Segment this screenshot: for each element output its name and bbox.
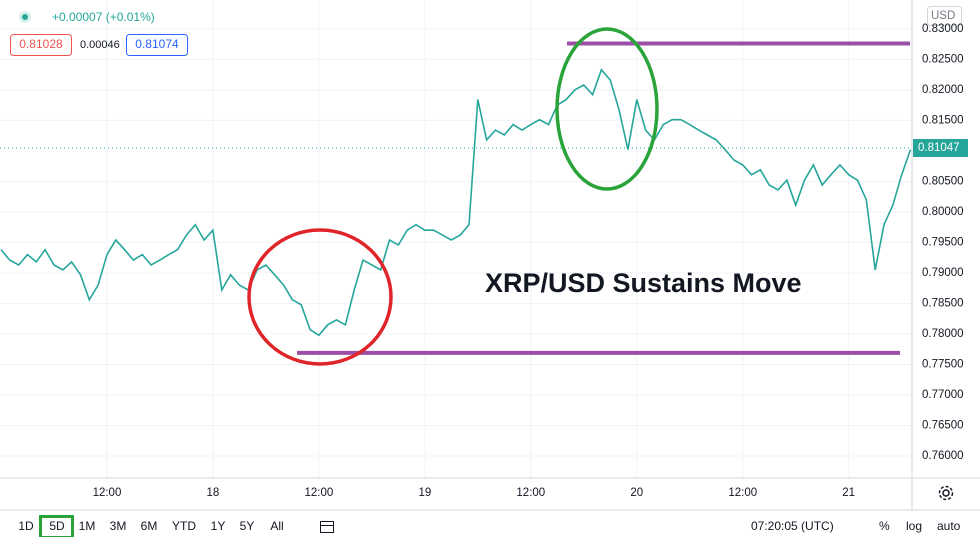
calendar-icon[interactable] [320,521,334,533]
currency-box[interactable] [927,6,962,26]
x-tick-label: 20 [630,487,643,499]
x-tick-label: 12:00 [728,487,757,499]
status-icon [22,14,28,20]
highlight-circle [555,27,659,191]
y-tick-label: 0.77000 [922,389,964,401]
y-tick-label: 0.79500 [922,236,964,248]
selected-range [39,515,74,537]
y-tick-label: 0.78000 [922,328,964,340]
range-button[interactable]: 1D [18,519,34,533]
last-price-label: 0.81047 [918,142,960,154]
y-tick-label: 0.82000 [922,84,964,96]
y-tick-label: 0.79000 [922,267,964,279]
y-tick-label: 0.77500 [922,359,964,371]
range-button[interactable]: 6M [141,519,158,533]
range-button[interactable]: 5D [49,519,65,533]
y-tick-label: 0.76000 [922,450,964,462]
y-tick-label: 0.83000 [922,23,964,35]
auto-toggle[interactable]: auto [937,519,961,533]
x-tick-label: 21 [842,487,855,499]
range-button[interactable]: 1M [79,519,96,533]
price-line [0,68,912,337]
highlight-circle [247,228,393,366]
range-button[interactable]: 5Y [240,519,255,533]
settings-icon[interactable] [938,485,954,501]
y-tick-label: 0.80000 [922,206,964,218]
x-tick-label: 12:00 [93,487,122,499]
x-tick-label: 18 [207,487,220,499]
range-button[interactable]: 1Y [211,519,226,533]
log-toggle[interactable]: log [906,519,922,533]
bid[interactable]: 0.81028 [19,37,63,51]
last-price-box [913,138,968,157]
x-tick-label: 19 [418,487,431,499]
y-tick-label: 0.81500 [922,114,964,126]
ask[interactable]: 0.81074 [135,37,179,51]
y-tick-label: 0.76500 [922,420,964,432]
price-change: +0.00007 (+0.01%) [52,10,155,24]
spread: 0.00046 [80,39,120,51]
range-button[interactable]: 3M [110,519,127,533]
y-tick-label: 0.82500 [922,53,964,65]
range-button[interactable]: All [270,519,283,533]
annotation: XRP/USD Sustains Move [485,268,802,298]
ask-box[interactable] [126,34,188,56]
y-tick-label: 0.80500 [922,175,964,187]
range-button[interactable]: YTD [172,519,196,533]
bid-box[interactable] [10,34,72,56]
x-tick-label: 12:00 [304,487,333,499]
y-tick-label: 0.78500 [922,297,964,309]
clock: 07:20:05 (UTC) [751,519,834,533]
currency[interactable]: USD [931,10,955,22]
x-tick-label: 12:00 [516,487,545,499]
percent-toggle[interactable]: % [879,519,890,533]
